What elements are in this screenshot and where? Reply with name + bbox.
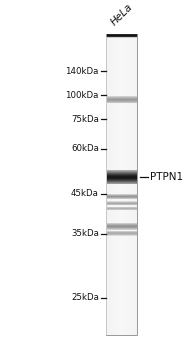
Text: HeLa: HeLa: [109, 1, 135, 27]
Bar: [109, 37, 110, 335]
Bar: [136, 37, 137, 335]
Text: PTPN1: PTPN1: [150, 172, 183, 182]
Bar: [124, 37, 125, 335]
Text: 140kDa: 140kDa: [65, 67, 99, 76]
Text: 75kDa: 75kDa: [71, 114, 99, 124]
Text: 45kDa: 45kDa: [71, 189, 99, 198]
Bar: [116, 37, 117, 335]
Bar: [114, 37, 115, 335]
Bar: [125, 37, 126, 335]
Bar: [132, 37, 133, 335]
Bar: [129, 37, 130, 335]
Bar: [126, 37, 127, 335]
Text: 35kDa: 35kDa: [71, 229, 99, 238]
Bar: [135, 37, 136, 335]
Bar: [110, 37, 111, 335]
Bar: [118, 37, 119, 335]
Bar: [108, 37, 109, 335]
Bar: [106, 37, 107, 335]
Bar: [113, 37, 114, 335]
Text: 100kDa: 100kDa: [65, 91, 99, 100]
Bar: [128, 37, 129, 335]
Bar: [130, 37, 131, 335]
Bar: [134, 37, 135, 335]
Text: 60kDa: 60kDa: [71, 144, 99, 153]
Bar: [120, 37, 121, 335]
Bar: [123, 37, 124, 335]
Bar: [117, 37, 118, 335]
Bar: [106, 37, 137, 335]
Bar: [122, 37, 123, 335]
Bar: [119, 37, 120, 335]
Bar: [115, 37, 116, 335]
Bar: [127, 37, 128, 335]
Bar: [111, 37, 112, 335]
Bar: [112, 37, 113, 335]
Text: 25kDa: 25kDa: [71, 293, 99, 302]
Bar: [133, 37, 134, 335]
Bar: [107, 37, 108, 335]
Bar: [121, 37, 122, 335]
Bar: [131, 37, 132, 335]
